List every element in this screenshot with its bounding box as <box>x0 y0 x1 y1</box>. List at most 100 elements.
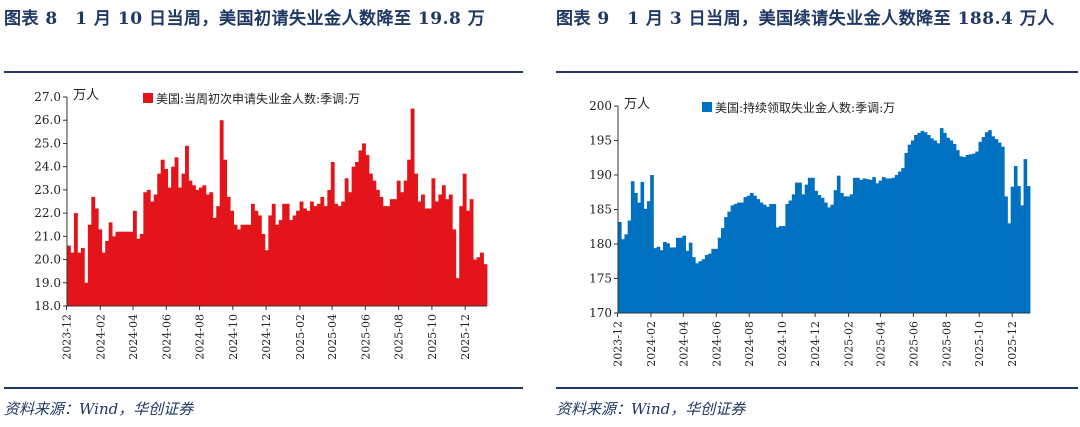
bar <box>296 210 300 306</box>
bar <box>749 192 754 313</box>
bar <box>327 189 332 306</box>
bar <box>91 196 96 306</box>
bar <box>244 224 248 306</box>
bar <box>139 234 144 306</box>
bar <box>859 179 864 313</box>
bar <box>407 159 412 306</box>
bar <box>112 236 116 306</box>
bar <box>923 132 928 313</box>
x-tick-label: 2024-10 <box>227 314 240 360</box>
bar <box>766 206 770 313</box>
bar <box>708 253 712 313</box>
bar <box>198 187 203 306</box>
bar <box>250 203 255 306</box>
bar <box>108 222 113 306</box>
bar <box>933 140 938 313</box>
bar <box>669 247 674 313</box>
bar <box>403 180 408 306</box>
y-tick-label: 24.0 <box>34 160 61 174</box>
bar <box>330 162 335 306</box>
bar <box>209 192 214 306</box>
bar <box>119 231 123 306</box>
bar <box>988 130 992 313</box>
bar <box>462 173 467 306</box>
y-tick-label: 200 <box>589 99 612 113</box>
bar <box>930 138 934 313</box>
bar <box>171 166 175 306</box>
bar <box>1017 186 1021 313</box>
bar <box>337 206 342 306</box>
bar <box>630 181 635 313</box>
source-note: 资料来源：Wind，华创证券 <box>556 400 746 418</box>
bar <box>441 185 446 306</box>
bar <box>299 201 304 306</box>
bar <box>191 185 196 306</box>
bar <box>927 134 931 313</box>
x-tick-label: 2024-02 <box>645 321 658 367</box>
panel-continuing-claims: 图表 9 1 月 3 日当周，美国续请失业金人数降至 188.4 万人 170 1… <box>552 0 1080 427</box>
bar <box>261 234 266 306</box>
panel-initial-claims: 图表 8 1 月 10 日当周，美国初请失业金人数降至 19.8 万 18.0 1… <box>0 0 525 427</box>
bar <box>753 195 757 313</box>
bar <box>772 203 777 313</box>
bar <box>881 177 886 313</box>
bar <box>807 177 812 313</box>
bar <box>795 182 799 313</box>
bar <box>240 224 245 306</box>
bar <box>978 141 983 313</box>
bar <box>348 192 353 306</box>
bar <box>740 202 744 313</box>
bar <box>775 227 780 313</box>
bar <box>80 247 85 306</box>
bar <box>878 180 883 313</box>
x-tick-label: 2025-12 <box>1006 321 1019 367</box>
bar <box>846 196 851 313</box>
legend-swatch <box>702 102 712 112</box>
x-tick-label: 2024-06 <box>160 314 173 360</box>
bar <box>77 252 82 306</box>
bar <box>634 192 638 313</box>
x-tick-label: 2024-12 <box>260 314 273 360</box>
title-divider <box>4 71 523 73</box>
bar <box>375 189 380 306</box>
bar <box>174 157 179 306</box>
x-tick-label: 2025-06 <box>907 321 920 367</box>
bar <box>627 220 632 313</box>
bar <box>682 235 686 313</box>
legend-label: 美国:当周初次申请失业金人数:季调:万 <box>156 91 360 106</box>
legend-swatch <box>143 93 153 103</box>
bar <box>692 257 696 313</box>
bar <box>856 177 860 313</box>
bar <box>785 203 789 313</box>
bar <box>289 220 294 306</box>
bar <box>219 120 224 306</box>
bar <box>688 242 693 313</box>
x-tick-label: 2024-04 <box>127 314 140 360</box>
y-tick-label: 23.0 <box>34 183 61 197</box>
bar <box>778 226 783 313</box>
bar <box>466 210 471 306</box>
bar <box>362 143 366 306</box>
bar <box>188 180 193 306</box>
bar <box>257 215 262 306</box>
bar <box>292 215 297 306</box>
bar <box>389 199 394 306</box>
bar <box>1001 146 1005 313</box>
y-tick-label: 27.0 <box>34 90 61 104</box>
bar <box>264 250 269 306</box>
source-divider <box>4 387 523 389</box>
bar <box>160 159 165 306</box>
bar <box>872 177 876 313</box>
bar <box>824 202 828 313</box>
bar <box>788 200 793 313</box>
y-tick-label: 26.0 <box>34 113 61 127</box>
bar <box>480 252 484 306</box>
legend-label: 美国:持续领取失业金人数:季调:万 <box>715 100 895 115</box>
bar <box>643 208 648 313</box>
bar <box>865 179 870 313</box>
bar <box>962 157 967 313</box>
bar <box>473 259 477 306</box>
bar <box>469 199 474 306</box>
bar <box>917 132 921 313</box>
bar <box>968 154 973 313</box>
